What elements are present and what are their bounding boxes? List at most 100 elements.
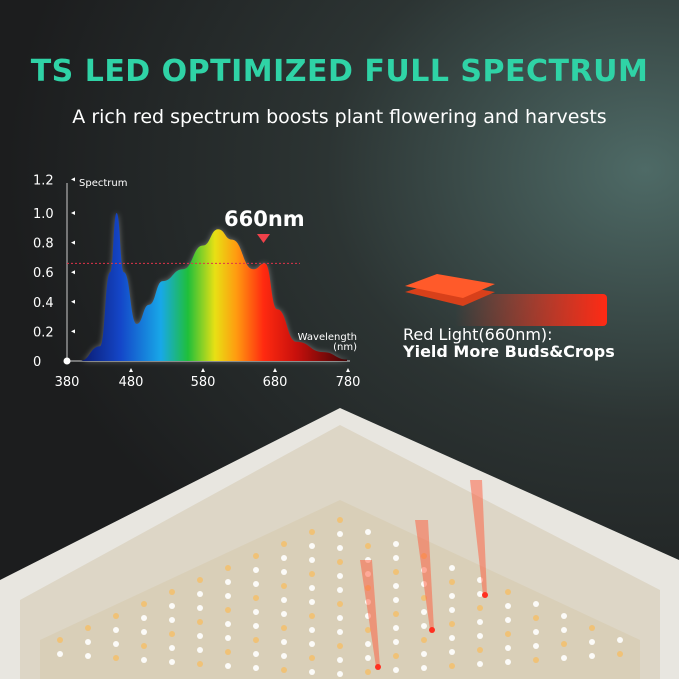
led-dot [141,629,147,635]
led-dot [225,607,231,613]
led-dot [225,635,231,641]
led-dot [197,591,203,597]
led-dot [617,651,623,657]
y-tick-marker [71,270,75,275]
led-dot [393,639,399,645]
marker-triangle-icon [257,234,270,243]
led-dot [309,529,315,535]
led-dot [113,613,119,619]
x-axis-label-line1: Wavelength [298,332,357,343]
led-dot [449,593,455,599]
led-dot [365,641,371,647]
led-dot [393,597,399,603]
led-dot [365,627,371,633]
y-tick-marker [71,329,75,334]
led-dot [477,633,483,639]
led-dot [421,609,427,615]
led-dot [393,569,399,575]
led-dot [309,585,315,591]
led-dot [57,637,63,643]
led-dot [141,643,147,649]
led-dot [309,571,315,577]
led-dot [365,669,371,675]
led-dot [85,639,91,645]
led-dot [225,579,231,585]
led-dot [309,599,315,605]
x-tick-label: 380 [55,375,80,390]
led-dot [225,621,231,627]
led-dot [337,517,343,523]
led-dot [253,651,259,657]
led-dot [561,655,567,661]
led-dot [85,625,91,631]
led-dot [337,629,343,635]
led-dot [337,545,343,551]
led-dot [197,633,203,639]
y-tick-marker [71,211,75,215]
led-dot [477,661,483,667]
led-dot [421,637,427,643]
led-dot [477,605,483,611]
led-dot [253,637,259,643]
y-tick-label: 0.2 [33,325,54,340]
led-dot [169,645,175,651]
led-dot [589,639,595,645]
led-dot [421,623,427,629]
led-dot [309,655,315,661]
led-dot [561,627,567,633]
led-dot [253,553,259,559]
led-dot [281,653,287,659]
led-dot [337,601,343,607]
led-dot [225,663,231,669]
led-dot [393,667,399,673]
led-dot [253,623,259,629]
led-dot [505,603,511,609]
x-tick-marker [273,368,277,372]
led-dot [421,665,427,671]
led-dot [169,603,175,609]
led-dot [393,611,399,617]
led-dot [281,611,287,617]
led-dot [337,657,343,663]
led-dot [533,643,539,649]
x-tick-label: 780 [336,375,361,390]
led-dot [225,593,231,599]
led-dot [281,583,287,589]
led-dot [141,601,147,607]
led-chip-icon [405,274,607,326]
led-dot [477,647,483,653]
led-dot [365,655,371,661]
led-dot [197,619,203,625]
led-dot [393,583,399,589]
led-dot [225,565,231,571]
led-dot [477,619,483,625]
led-dot [253,567,259,573]
led-dot [561,613,567,619]
led-dot [589,653,595,659]
x-tick-marker [201,368,205,372]
x-tick-label: 480 [119,375,144,390]
led-dot [113,627,119,633]
led-dot [225,649,231,655]
led-dot [393,653,399,659]
led-dot [197,661,203,667]
led-dot [393,625,399,631]
led-dot [281,555,287,561]
led-dot [365,543,371,549]
led-dot [113,641,119,647]
led-dot [449,663,455,669]
led-dot [113,655,119,661]
spectrum-chart: 0 0.2 0.4 0.6 0.8 1.0 1.2 380 480 580 680 780 660nm… [33,173,361,390]
led-dot [281,639,287,645]
led-dot [309,641,315,647]
y-tick-label: 0.8 [33,237,54,252]
led-dot [505,631,511,637]
led-dot [85,653,91,659]
led-dot [561,641,567,647]
led-dot [309,627,315,633]
spectrum-area [59,213,347,361]
led-dot [533,615,539,621]
led-dot [449,635,455,641]
y-tick-label: 0 [33,355,41,370]
led-dot [365,529,371,535]
